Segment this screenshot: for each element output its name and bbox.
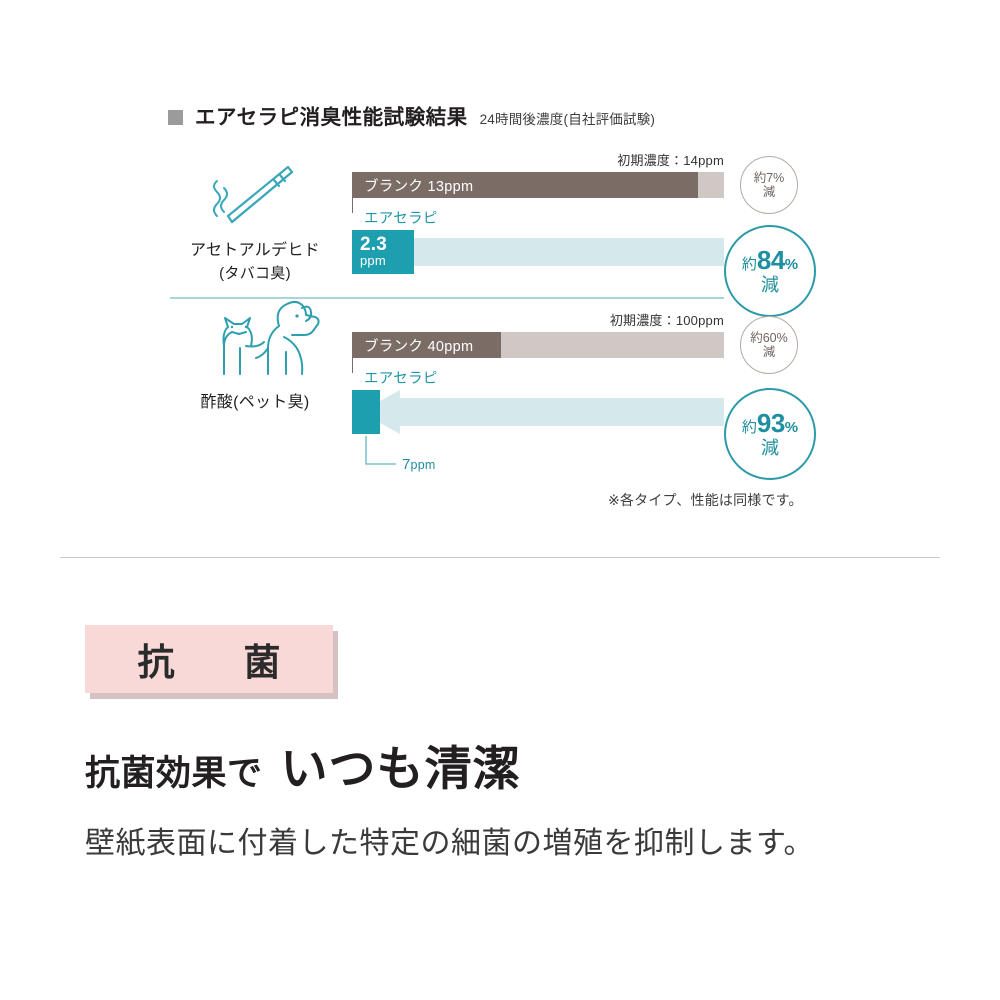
badge-big-line2: 減 (761, 438, 779, 459)
product-value: 2.3 (360, 234, 388, 256)
initial-concentration-label: 初期濃度：14ppm (617, 153, 724, 168)
badge-small-line2: 減 (762, 345, 776, 359)
badge-blank-reduction: 約7% 減 (740, 156, 798, 214)
page-title: エアセラピ消臭性能試験結果 (195, 106, 468, 129)
antibacterial-headline: 抗菌効果で いつも清潔 (85, 730, 521, 799)
antibacterial-body-text: 壁紙表面に付着した特定の細菌の増殖を抑制します。 (85, 827, 814, 860)
banner-label: 抗 菌 (137, 642, 297, 683)
headline-lead: 抗菌効果で (85, 754, 263, 793)
badge-blank-reduction: 約60% 減 (740, 316, 798, 374)
reduction-arrow-icon (372, 230, 724, 274)
badge-small-line1: 約7% (753, 171, 785, 185)
callout-unit: ppm (410, 458, 436, 472)
badge-big-number: 84 (756, 244, 785, 275)
badge-big-prefix: 約 (741, 255, 757, 273)
badge-product-reduction: 約84% 減 (724, 225, 816, 317)
row-label-acetic-acid: 酢酸(ペット臭) (170, 300, 340, 412)
guide-tick (352, 179, 353, 213)
row-name-text: アセトアルデヒド (190, 242, 320, 259)
chart-row: 酢酸(ペット臭) 初期濃度：100ppm ブランク 40ppm エアセラピ (0, 300, 1000, 490)
deodorize-section: エアセラピ消臭性能試験結果 24時間後濃度(自社評価試験) (0, 100, 1000, 508)
section-divider (60, 557, 940, 558)
value-callout: 7ppm (360, 436, 480, 478)
initial-concentration-label: 初期濃度：100ppm (609, 313, 724, 328)
badges-acetic-acid: 約60% 減 約93% 減 (724, 316, 860, 480)
headline-emphasis: いつも清潔 (280, 742, 521, 795)
callout-value: 7 (402, 456, 411, 473)
square-bullet-icon (168, 110, 183, 125)
row-label-acetaldehyde: アセトアルデヒド (タバコ臭) (170, 158, 340, 283)
guide-tick (352, 339, 353, 373)
row-name-text: 酢酸(ペット臭) (200, 394, 310, 411)
page-subtitle: 24時間後濃度(自社評価試験) (479, 112, 656, 127)
badge-big-number: 93 (756, 407, 785, 438)
product-name-label: エアセラピ (364, 371, 438, 387)
bars-acetaldehyde: 初期濃度：14ppm ブランク 13ppm エアセラピ 2.3 ppm (352, 150, 724, 274)
antibacterial-section: 抗 菌 抗菌効果で いつも清潔 壁紙表面に付着した特定の細菌の増殖を抑制します。 (0, 600, 1000, 1000)
antibacterial-banner: 抗 菌 (85, 625, 338, 699)
blank-bar-fill: ブランク 13ppm (352, 172, 698, 198)
blank-bar-fill: ブランク 40ppm (352, 332, 501, 358)
product-name-label: エアセラピ (364, 211, 438, 227)
product-bar-track: 2.3 ppm (352, 230, 724, 274)
cat-dog-icon (170, 300, 340, 382)
product-unit: ppm (360, 253, 386, 269)
blank-bar-label: ブランク 13ppm (364, 178, 474, 195)
product-bar-group: エアセラピ 7ppm (352, 339, 724, 473)
row-sub-text: (タバコ臭) (219, 265, 291, 282)
blank-bar-label: ブランク 40ppm (364, 338, 474, 355)
badge-small-line1: 約60% (750, 331, 788, 345)
badge-product-reduction: 約93% 減 (724, 388, 816, 480)
blank-bar-track: ブランク 13ppm (352, 172, 724, 198)
product-bar-fill: 2.3 ppm (352, 230, 414, 274)
badge-big-pct: % (784, 255, 799, 273)
blank-bar-track: ブランク 40ppm (352, 332, 724, 358)
product-bar-fill (352, 390, 380, 434)
badge-big-line1: 約84% (741, 244, 799, 275)
badge-big-line2: 減 (761, 275, 779, 296)
deodorize-header: エアセラピ消臭性能試験結果 24時間後濃度(自社評価試験) (168, 100, 655, 130)
badges-acetaldehyde: 約7% 減 約84% 減 (724, 156, 860, 317)
callout-text: 7ppm (402, 456, 435, 473)
bars-acetic-acid: 初期濃度：100ppm ブランク 40ppm エアセラピ (352, 310, 724, 473)
badge-big-line1: 約93% (741, 407, 799, 438)
badge-big-prefix: 約 (741, 418, 757, 436)
product-bar-group: エアセラピ 2.3 ppm (352, 179, 724, 274)
cigarette-icon (170, 158, 340, 230)
badge-small-line2: 減 (762, 185, 776, 199)
callout-line-icon (365, 436, 396, 465)
row-divider (170, 297, 724, 299)
badge-big-pct: % (784, 418, 799, 436)
banner-body: 抗 菌 (85, 625, 333, 693)
chart-row: アセトアルデヒド (タバコ臭) 初期濃度：14ppm ブランク 13ppm エア… (0, 150, 1000, 317)
footnote: ※各タイプ、性能は同様です。 (608, 492, 803, 508)
product-bar-track: 7ppm (352, 390, 724, 473)
reduction-arrow-icon (360, 390, 724, 434)
